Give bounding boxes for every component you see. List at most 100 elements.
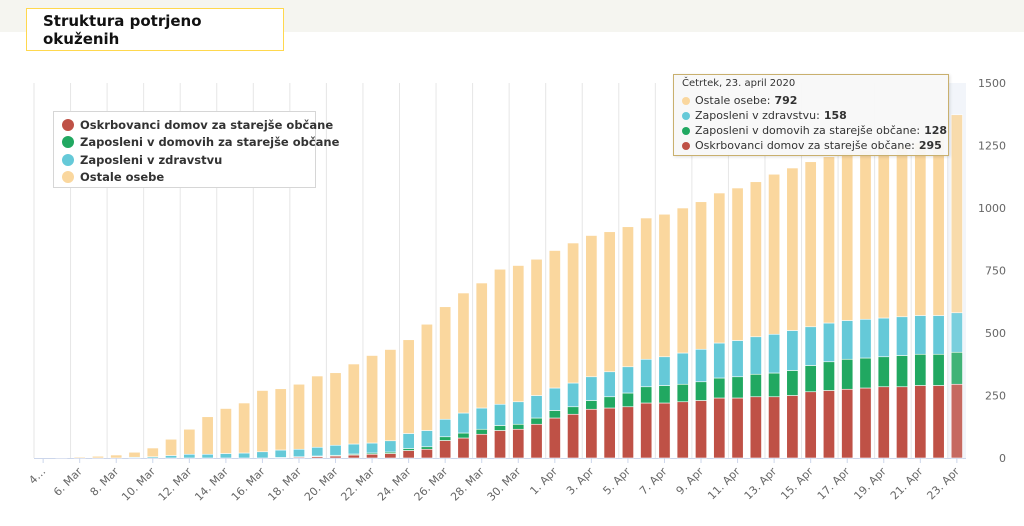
bar-segment [731, 187, 744, 341]
bar-segment [731, 340, 744, 378]
bar-segment [274, 449, 287, 458]
bar-segment [658, 356, 671, 386]
x-tick-label: 24. Mar [375, 465, 414, 504]
bar-segment [603, 396, 616, 409]
bar-segment [457, 437, 470, 459]
tooltip-row-oskrbovanci: Oskrbovanci domov za starejše občane: 29… [682, 138, 948, 153]
x-tick-label: 8. Mar [88, 465, 122, 499]
bar-segment [238, 402, 251, 454]
bar-segment [366, 355, 379, 444]
bar-segment [640, 217, 653, 360]
legend-item-zaposleni-domovi[interactable]: Zaposleni v domovih za starejše občane [62, 134, 339, 152]
x-tick-label: 13. Apr [742, 465, 780, 503]
bar-segment [914, 385, 927, 459]
bar-segment [402, 339, 415, 434]
legend-item-oskrbovanci[interactable]: Oskrbovanci domov za starejše občane [62, 116, 333, 134]
bar-segment [366, 453, 379, 459]
x-tick-label: 11. Apr [705, 465, 743, 503]
bar-segment [932, 315, 945, 355]
bar-segment [950, 351, 963, 385]
bar-segment [384, 349, 397, 442]
tooltip-label: Zaposleni v domovih za starejše občane: [695, 124, 921, 137]
bar-segment [475, 282, 488, 409]
x-tick-label: 12. Mar [156, 465, 195, 504]
bar-segment [713, 192, 726, 344]
bar-segment [530, 417, 543, 425]
bar-segment [822, 361, 835, 391]
bar-segment [914, 353, 927, 386]
bar-segment [585, 235, 598, 378]
bar-segment [201, 416, 214, 455]
bar-segment [329, 372, 342, 446]
bar-segment [786, 330, 799, 371]
legend-item-zaposleni-zdravstvo[interactable]: Zaposleni v zdravstvu [62, 151, 315, 169]
bar-segment [695, 201, 707, 350]
bar-segment [494, 430, 506, 459]
legend-marker [62, 118, 74, 131]
bar-segment [475, 407, 488, 430]
bar-segment [585, 408, 598, 459]
tooltip-row-zdravstvo: Zaposleni v zdravstvu: 158 [682, 108, 948, 123]
bar-segment [548, 250, 561, 389]
y-tick-label: 1000 [978, 202, 1006, 215]
x-tick-label: 22. Mar [338, 465, 377, 504]
bar-segment [768, 396, 781, 459]
bar-segment [804, 391, 817, 459]
bar-segment [420, 430, 433, 448]
bar-segment [73, 456, 86, 459]
bar-segment [311, 375, 324, 448]
bar-segment [695, 348, 707, 383]
legend-item-ostale-osebe[interactable]: Ostale osebe [62, 169, 315, 187]
bar-segment [621, 392, 634, 408]
bar-segment [950, 114, 963, 314]
legend-marker [62, 136, 74, 149]
bar-segment [932, 132, 945, 316]
bar-segment [238, 452, 251, 459]
bar-segment [841, 320, 854, 360]
bar-segment [420, 448, 433, 459]
bar-segment [567, 413, 580, 459]
bar-segment [859, 318, 872, 359]
chart-title: Struktura potrjeno okuženih [26, 8, 284, 51]
bar-segment [676, 207, 689, 354]
bar-segment [713, 377, 726, 399]
bar-segment [165, 455, 178, 459]
bar-segment [877, 317, 890, 358]
bar-segment [877, 147, 890, 319]
bar-segment [676, 352, 689, 385]
bar-segment [585, 400, 598, 410]
bar-segment [804, 365, 817, 393]
bar-segment [347, 363, 360, 445]
bar-segment [457, 412, 470, 434]
bar-segment [859, 150, 872, 320]
tooltip-value: 158 [823, 109, 847, 122]
bar-segment [530, 395, 543, 419]
bar-segment [402, 450, 415, 459]
bar-segment [548, 410, 561, 419]
tooltip-date: Četrtek, 23. april 2020 [682, 78, 796, 89]
bar-segment [768, 173, 781, 335]
bar-segment [530, 423, 543, 459]
tooltip-marker [682, 126, 690, 135]
tooltip-marker [682, 141, 690, 150]
bar-segment [658, 402, 671, 459]
x-tick-label: 4… [26, 465, 48, 487]
bar-segment [384, 453, 397, 459]
bar-segment [494, 268, 506, 405]
tooltip-label: Zaposleni v zdravstvu: [695, 109, 820, 122]
bar-segment [110, 454, 123, 459]
bar-segment [713, 342, 726, 379]
bar-segment [896, 355, 909, 388]
x-tick-label: 6. Mar [51, 465, 85, 499]
bar-segment [293, 383, 305, 450]
bar-segment [896, 145, 909, 318]
bar-segment [439, 436, 452, 441]
bar-segment [256, 451, 269, 459]
bar-segment [603, 371, 616, 398]
bar-segment [768, 372, 781, 398]
bar-segment [859, 387, 872, 459]
bar-segment [877, 386, 890, 459]
bar-segment [822, 322, 835, 363]
bar-segment [548, 417, 561, 459]
